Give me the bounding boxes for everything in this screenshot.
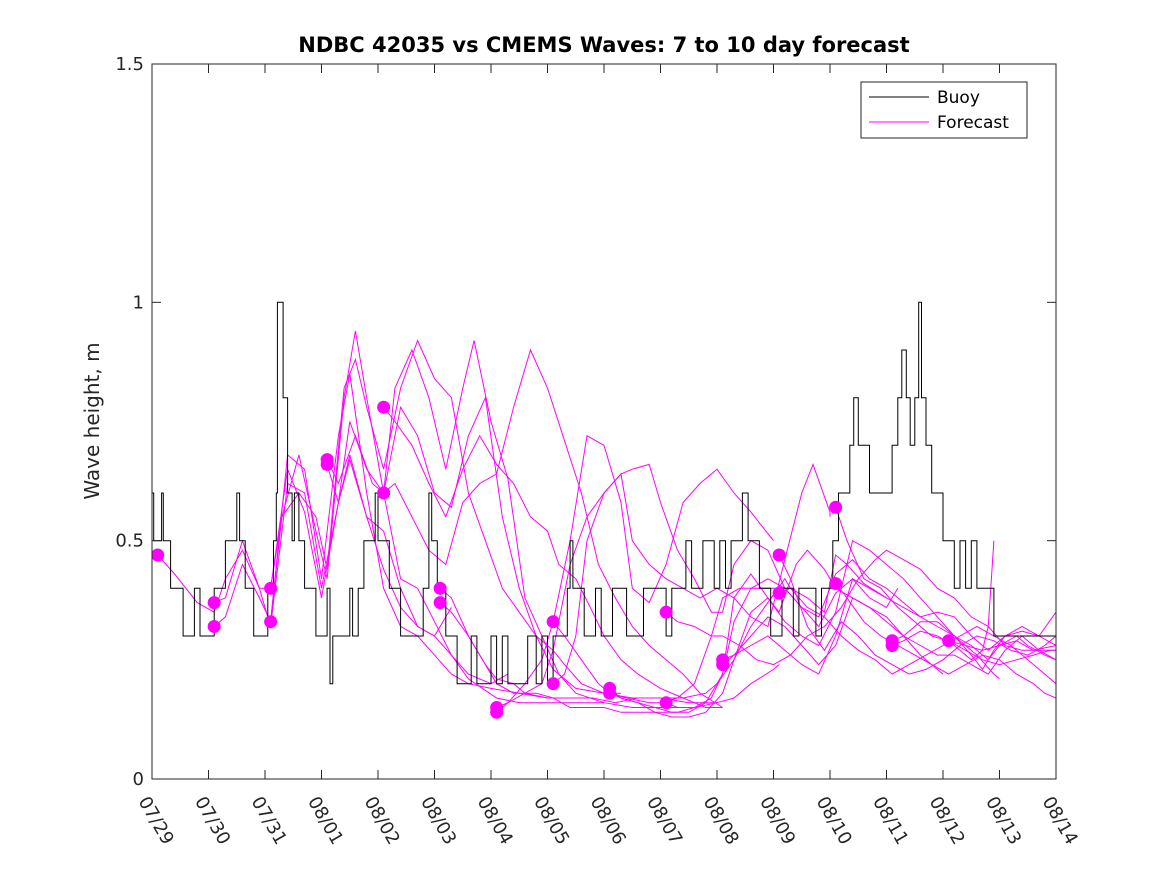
forecast-marker [603, 686, 617, 700]
buoy-line [152, 301, 1056, 685]
forecast-line [270, 339, 621, 694]
forecast-line [722, 578, 1056, 675]
forecast-marker [829, 500, 843, 514]
forecast-line [835, 583, 1056, 699]
y-axis-label: Wave height, m [80, 342, 104, 499]
forecast-marker [377, 400, 391, 414]
forecast-line [496, 435, 774, 708]
forecast-marker [320, 453, 334, 467]
forecast-marker [433, 596, 447, 610]
forecast-marker [829, 577, 843, 591]
y-tick-label: 1.5 [115, 54, 144, 75]
legend: Buoy Forecast [860, 81, 1028, 139]
forecast-line [439, 587, 780, 713]
forecast-line [948, 640, 1056, 651]
forecast-marker [716, 653, 730, 667]
forecast-marker [152, 548, 165, 562]
y-tick-label: 1 [133, 292, 144, 313]
forecast-marker [659, 696, 673, 710]
forecast-line [383, 348, 723, 708]
forecast-marker [942, 634, 956, 648]
legend-buoy-label: Buoy [937, 88, 980, 108]
forecast-marker [433, 581, 447, 595]
y-tick-label: 0 [133, 769, 144, 790]
chart-title: NDBC 42035 vs CMEMS Waves: 7 to 10 day f… [298, 33, 909, 57]
forecast-line [891, 611, 1056, 671]
forecast-marker [264, 581, 278, 595]
forecast-line [270, 330, 604, 704]
forecast-line [552, 463, 899, 685]
forecast-line [778, 554, 1056, 675]
forecast-marker [207, 619, 221, 633]
forecast-line [609, 539, 1000, 718]
legend-forecast-label: Forecast [937, 113, 1009, 133]
plot-content [152, 301, 1056, 719]
forecast-line [722, 597, 1056, 675]
series-group [152, 301, 1056, 719]
forecast-line [496, 462, 831, 713]
forecast-line [213, 373, 565, 699]
plot-area [152, 64, 1056, 779]
forecast-marker [772, 548, 786, 562]
forecast-marker [659, 605, 673, 619]
forecast-line [326, 395, 717, 704]
forecast-line [383, 406, 723, 708]
forecast-marker [490, 705, 504, 719]
forecast-marker [546, 677, 560, 691]
forecast-marker [377, 486, 391, 500]
legend-box [860, 81, 1028, 139]
forecast-marker [546, 615, 560, 629]
forecast-marker [207, 596, 221, 610]
forecast-marker [885, 639, 899, 653]
forecast-line [326, 340, 678, 708]
y-tick-label: 0.5 [115, 531, 144, 552]
forecast-marker [264, 615, 278, 629]
forecast-line [891, 540, 995, 661]
forecast-line [439, 577, 791, 704]
forecast-marker [772, 586, 786, 600]
